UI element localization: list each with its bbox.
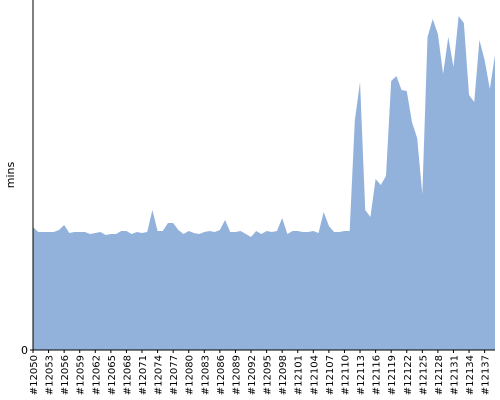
area <box>33 16 495 350</box>
x-tick-label: #12080 <box>185 355 196 395</box>
x-tick-label: #12074 <box>154 355 165 395</box>
x-tick-label: #12071 <box>138 355 149 395</box>
x-tick-label: #12068 <box>122 355 133 395</box>
x-tick-label: #12083 <box>200 355 211 395</box>
x-tick-label: #12137 <box>481 355 492 395</box>
x-tick-label: #12095 <box>263 355 274 395</box>
x-tick-label: #12131 <box>449 355 460 395</box>
x-tick-label: #12092 <box>247 355 258 395</box>
x-tick-label: #12113 <box>356 355 367 395</box>
x-tick-label: #12086 <box>216 355 227 395</box>
x-tick-label: #12089 <box>231 355 242 395</box>
x-tick-label: #12077 <box>169 355 180 395</box>
x-tick-label: #12101 <box>294 355 305 395</box>
x-tick-label: #12128 <box>434 355 445 395</box>
x-tick-label: #12059 <box>76 355 87 395</box>
y-axis-label: mins <box>4 161 17 188</box>
x-tick-label: #12107 <box>325 355 336 395</box>
x-tick-label: #12056 <box>60 355 71 395</box>
x-tick-label: #12110 <box>340 355 351 395</box>
x-tick-label: #12098 <box>278 355 289 395</box>
x-tick-label: #12104 <box>309 355 320 395</box>
x-tick-label: #12116 <box>372 355 383 395</box>
x-tick-label: #12134 <box>465 355 476 395</box>
x-tick-label: #12065 <box>107 355 118 395</box>
x-tick-label: #12125 <box>418 355 429 395</box>
x-tick-label: #12122 <box>403 355 414 395</box>
y-tick-label: 0 <box>21 344 28 357</box>
x-tick-label: #12050 <box>29 355 40 395</box>
x-tick-label: #12053 <box>45 355 56 395</box>
x-tick-label: #12062 <box>91 355 102 395</box>
x-tick-label: #12119 <box>387 355 398 395</box>
